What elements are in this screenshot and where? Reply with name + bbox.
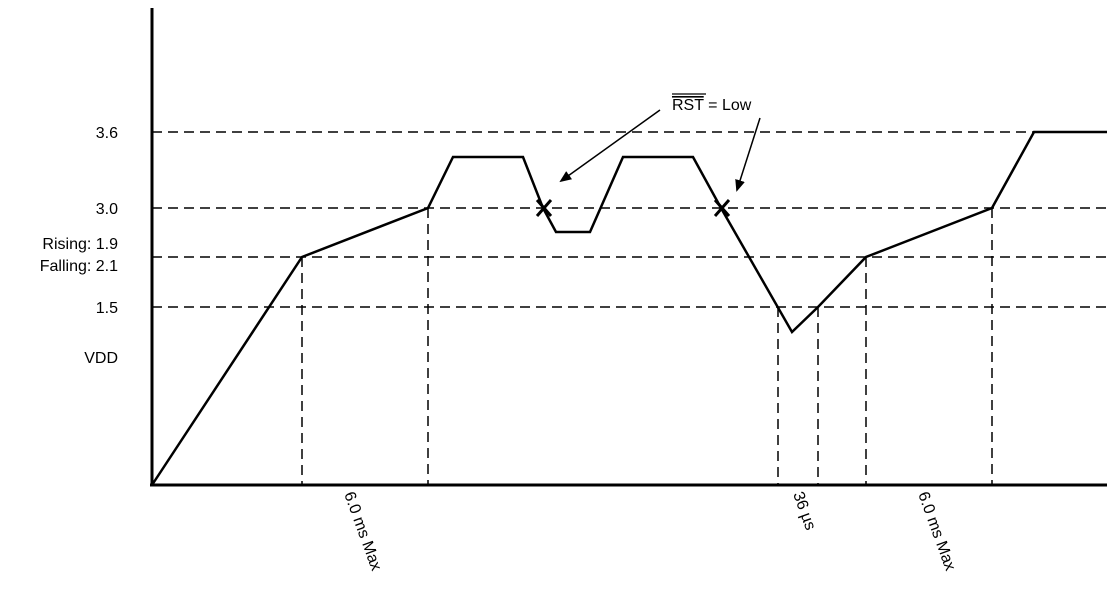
vdd-waveform — [150, 130, 1107, 486]
y-label-vdd: VDD — [84, 350, 118, 367]
rst-value-label: = Low — [704, 97, 752, 114]
time-label-2: 36 µs — [789, 490, 818, 533]
y-label-1v5: 1.5 — [96, 300, 118, 317]
reset-crossing-marker-1 — [535, 199, 553, 217]
rst-signal-label: RST — [672, 97, 704, 114]
y-label-3v0: 3.0 — [96, 201, 118, 218]
rst-low-annotation: RST = Low — [672, 97, 752, 114]
y-label-3v6: 3.6 — [96, 125, 118, 142]
time-label-3: 6.0 ms Max — [914, 490, 958, 574]
y-label-falling: Falling: 2.1 — [40, 258, 118, 275]
reset-crossing-marker-2 — [713, 199, 731, 217]
y-label-rising: Rising: 1.9 — [42, 236, 118, 253]
annotation-arrow-1 — [559, 109, 661, 183]
time-label-1: 6.0 ms Max — [340, 490, 384, 574]
annotation-arrow-2 — [735, 117, 761, 192]
